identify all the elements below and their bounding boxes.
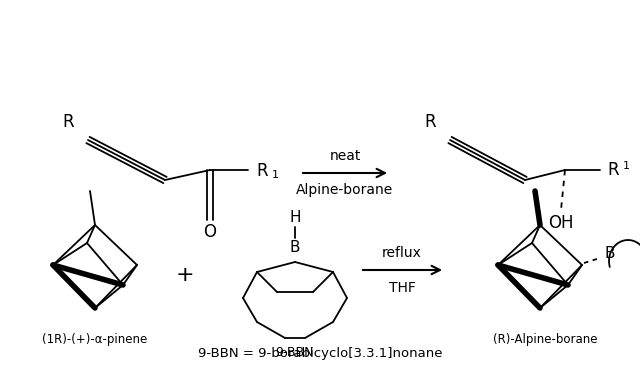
Text: neat: neat (330, 149, 361, 163)
Text: THF: THF (388, 281, 415, 295)
Text: reflux: reflux (382, 246, 422, 260)
Text: R: R (424, 113, 436, 131)
Text: H: H (289, 210, 301, 226)
Text: (R)-Alpine-borane: (R)-Alpine-borane (493, 333, 597, 347)
Text: 1: 1 (623, 161, 630, 171)
Text: R: R (62, 113, 74, 131)
Text: O: O (204, 223, 216, 241)
Text: 1: 1 (272, 170, 279, 180)
Text: R: R (607, 161, 619, 179)
Text: 9-BBN = 9-borabicyclo[3.3.1]nonane: 9-BBN = 9-borabicyclo[3.3.1]nonane (198, 347, 442, 361)
Text: Alpine-borane: Alpine-borane (296, 183, 394, 197)
Text: 9-BBN: 9-BBN (276, 346, 314, 358)
Text: +: + (176, 265, 195, 285)
Text: OH: OH (548, 214, 573, 232)
Text: B: B (605, 245, 615, 261)
Text: R: R (256, 162, 268, 180)
Text: (1R)-(+)-α-pinene: (1R)-(+)-α-pinene (42, 333, 148, 347)
Text: B: B (290, 241, 300, 255)
